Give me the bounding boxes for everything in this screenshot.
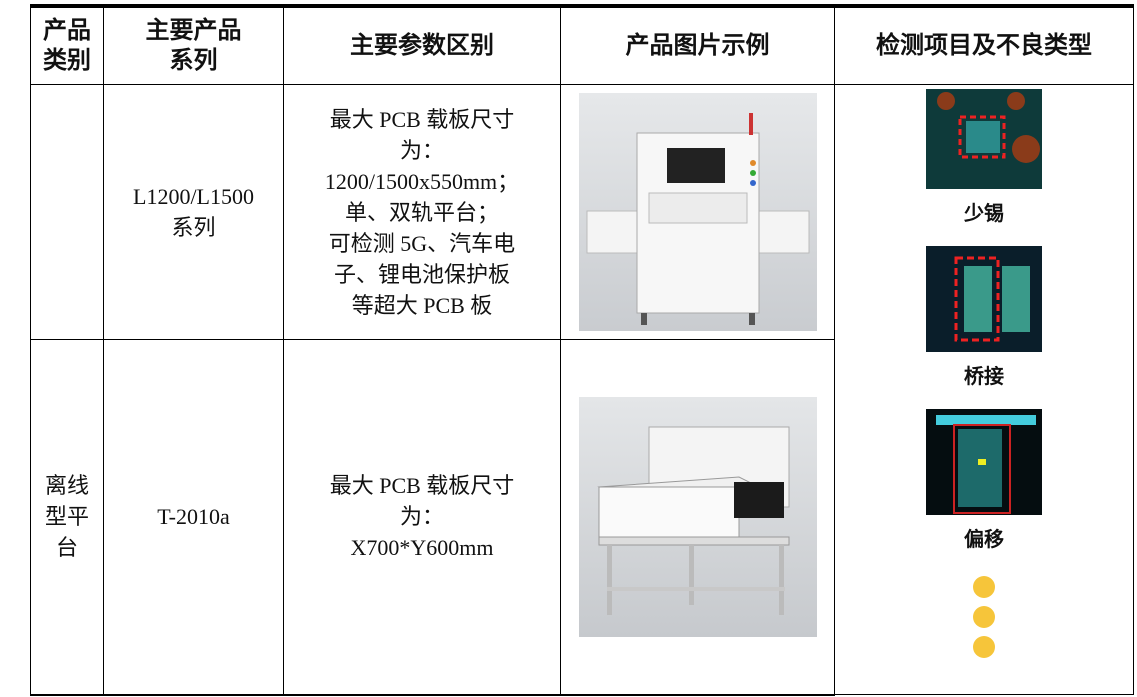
header-text: 产品: [43, 18, 91, 44]
defect-image: [926, 246, 1042, 352]
cell-text: 子、锂电池保护板: [333, 261, 510, 287]
defect-image: [926, 409, 1042, 515]
cell-text: T-2010a: [157, 504, 230, 530]
header-cell: 主要产品 系列: [103, 4, 284, 85]
cell-text: 台: [55, 535, 78, 561]
header-cell: 检测项目及不良类型: [834, 4, 1134, 85]
header-text: 产品图片示例: [625, 33, 770, 59]
image-cell: [560, 84, 835, 340]
header-text: 主要产品: [145, 18, 242, 44]
defect-label: 少锡: [964, 203, 1004, 225]
defect-label: 偏移: [964, 529, 1004, 551]
params-cell: 最大 PCB 载板尺寸 为： X700*Y600mm: [283, 339, 561, 696]
cell-text: 系列: [171, 215, 216, 240]
defect-list: 少锡 桥接 偏移: [835, 85, 1133, 662]
cell-text: 型平: [44, 504, 89, 530]
cell-text: 等超大 PCB 板: [351, 292, 493, 318]
params-cell: 最大 PCB 载板尺寸 为： 1200/1500x550mm； 单、双轨平台； …: [283, 84, 561, 340]
header-text: 主要参数区别: [350, 33, 494, 59]
more-dots: [973, 576, 995, 658]
header-row: 产品类别 主要产品系列 主要参数区别 产品图片示例 检测项目及不良类型: [30, 4, 1134, 85]
cell-text: 为：: [399, 137, 444, 163]
cell-text: 离线: [44, 473, 89, 499]
header-text: 系列: [169, 48, 218, 74]
header-cell: 产品 类别: [30, 4, 104, 85]
defect-label: 桥接: [964, 366, 1004, 388]
header-text: 检测项目及不良类型: [876, 33, 1092, 59]
machine-image: [578, 396, 817, 637]
machine-image: [578, 93, 817, 331]
product-table: 产品类别 主要产品系列 主要参数区别 产品图片示例 检测项目及不良类型 L120…: [30, 4, 1134, 696]
header-cell: 产品图片示例: [560, 4, 835, 85]
cell-text: 为：: [399, 504, 444, 530]
cell-text: 1200/1500x550mm；: [324, 168, 520, 194]
cell-text: 可检测 5G、汽车电: [328, 230, 516, 256]
image-cell: [560, 339, 835, 696]
defect-image: [926, 89, 1042, 189]
cell-text: 最大 PCB 载板尺寸: [329, 106, 515, 132]
row: 离线型平台 T-2010a 最大 PCB 载板尺寸 为： X700*Y600mm: [30, 339, 1134, 696]
header-text: 类别: [43, 48, 91, 74]
header-cell: 主要参数区别: [283, 4, 561, 85]
row: L1200/L1500 系列 最大 PCB 载板尺寸 为： 1200/1500x5…: [30, 84, 1134, 695]
cell-text: L1200/L1500: [133, 184, 254, 209]
series-cell: T-2010a: [103, 339, 284, 696]
cell-text: 最大 PCB 载板尺寸: [329, 473, 515, 499]
category-cell: [30, 84, 104, 340]
defect-cell: 少锡 桥接 偏移: [834, 84, 1134, 695]
category-cell: 离线 型平台: [30, 339, 104, 696]
series-cell: L1200/L1500 系列: [103, 84, 284, 340]
cell-text: 单、双轨平台；: [344, 199, 499, 225]
cell-text: X700*Y600mm: [350, 535, 494, 561]
